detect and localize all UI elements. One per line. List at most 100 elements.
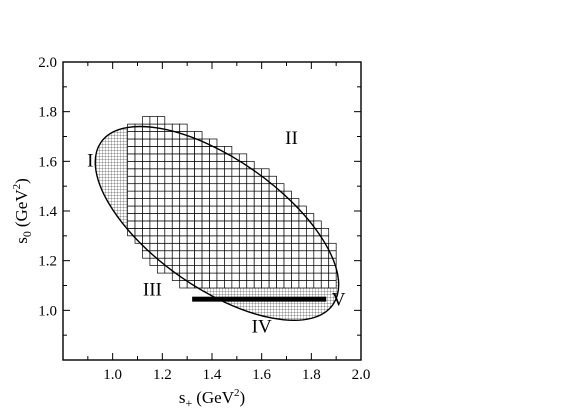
grid-cell xyxy=(171,190,181,199)
grid-cell xyxy=(194,183,203,192)
grid-cell xyxy=(171,123,181,132)
grid-cell xyxy=(246,242,255,252)
grid-cell xyxy=(157,265,166,274)
grid-cell xyxy=(164,138,173,147)
grid-cell xyxy=(186,168,195,177)
grid-cell xyxy=(127,175,136,185)
grid-cell xyxy=(268,257,277,266)
grid-cell xyxy=(179,235,188,244)
grid-cell xyxy=(238,242,248,252)
grid-cell xyxy=(231,168,240,177)
grid-cell xyxy=(134,160,143,170)
grid-cell xyxy=(142,138,151,147)
grid-cell xyxy=(283,272,292,281)
grid-cell xyxy=(216,153,225,162)
grid-cell xyxy=(216,228,225,237)
grid-cell xyxy=(142,213,151,222)
grid-cell xyxy=(186,257,195,266)
grid-cell xyxy=(127,198,136,207)
grid-cell xyxy=(298,250,307,259)
grid-cell xyxy=(306,228,315,237)
grid-cell xyxy=(134,153,143,162)
grid-cell xyxy=(209,250,218,259)
grid-cell xyxy=(171,183,181,192)
grid-cell xyxy=(298,235,307,244)
grid-cell xyxy=(149,257,158,266)
grid-cell xyxy=(186,205,195,214)
grid-cell xyxy=(194,146,203,155)
grid-cell xyxy=(157,131,166,140)
grid-cell xyxy=(246,228,255,237)
grid-cell xyxy=(231,228,240,237)
grid-cell xyxy=(186,138,195,147)
grid-cell xyxy=(164,183,173,192)
grid-cell xyxy=(209,160,218,170)
grid-cell xyxy=(201,235,210,244)
grid-cell xyxy=(216,190,225,199)
grid-cell xyxy=(238,220,248,229)
grid-cell xyxy=(238,213,248,222)
grid-cell xyxy=(157,198,166,207)
grid-cell xyxy=(276,272,285,281)
grid-cell xyxy=(127,153,136,162)
grid-cell xyxy=(283,250,292,259)
grid-cell xyxy=(149,235,158,244)
grid-cell xyxy=(186,160,195,170)
axis-tick-labels: 1.0 1.2 1.4 1.6 1.8 2.0 1.0 1.2 1.4 1.6 1.8 2.0 xyxy=(38,55,370,383)
grid-cell xyxy=(231,257,240,266)
grid-cell xyxy=(253,265,263,274)
grid-cell xyxy=(142,153,151,162)
grid-cell xyxy=(171,160,181,170)
grid-cell xyxy=(127,183,136,192)
grid-cell xyxy=(186,153,195,162)
grid-cell xyxy=(298,265,307,274)
grid-cell xyxy=(157,213,166,222)
grid-cell xyxy=(238,183,248,192)
grid-cell xyxy=(171,242,181,252)
grid-cell xyxy=(142,235,151,244)
grid-cell xyxy=(134,146,143,155)
grid-cell xyxy=(179,175,188,185)
grid-cell xyxy=(209,190,218,199)
grid-cell xyxy=(194,265,203,274)
grid-cell xyxy=(224,160,233,170)
grid-cell xyxy=(179,153,188,162)
grid-cell xyxy=(253,272,263,281)
grid-cell xyxy=(216,213,225,222)
grid-cell xyxy=(194,153,203,162)
grid-cell xyxy=(157,168,166,177)
grid-cell xyxy=(171,257,181,266)
grid-cell xyxy=(149,131,158,140)
grid-cell xyxy=(320,228,330,237)
grid-cell xyxy=(157,146,166,155)
grid-cell xyxy=(186,242,195,252)
grid-cell xyxy=(261,183,270,192)
grid-cell xyxy=(224,168,233,177)
region-label-IV: IV xyxy=(252,317,272,338)
grid-cell xyxy=(320,265,330,274)
grid-cell xyxy=(194,242,203,252)
grid-cell xyxy=(268,280,277,289)
grid-cell xyxy=(313,272,322,281)
region-label-I: I xyxy=(87,150,93,171)
grid-cell xyxy=(224,228,233,237)
grid-cell xyxy=(164,160,173,170)
grid-cell xyxy=(298,280,307,289)
grid-cell xyxy=(201,257,210,266)
grid-cell xyxy=(276,235,285,244)
grid-cell xyxy=(179,257,188,266)
grid-cell xyxy=(164,257,173,266)
grid-cell xyxy=(209,213,218,222)
grid-cell xyxy=(216,198,225,207)
grid-cell xyxy=(231,213,240,222)
grid-cell xyxy=(142,123,151,132)
grid-cell xyxy=(164,146,173,155)
grid-cell xyxy=(298,242,307,252)
grid-cell xyxy=(134,220,143,229)
grid-cell xyxy=(320,280,330,289)
grid-cell xyxy=(306,242,315,252)
grid-cell xyxy=(127,131,136,140)
grid-cell xyxy=(149,168,158,177)
region-label-III: III xyxy=(143,279,162,300)
region-V-band xyxy=(192,296,327,302)
